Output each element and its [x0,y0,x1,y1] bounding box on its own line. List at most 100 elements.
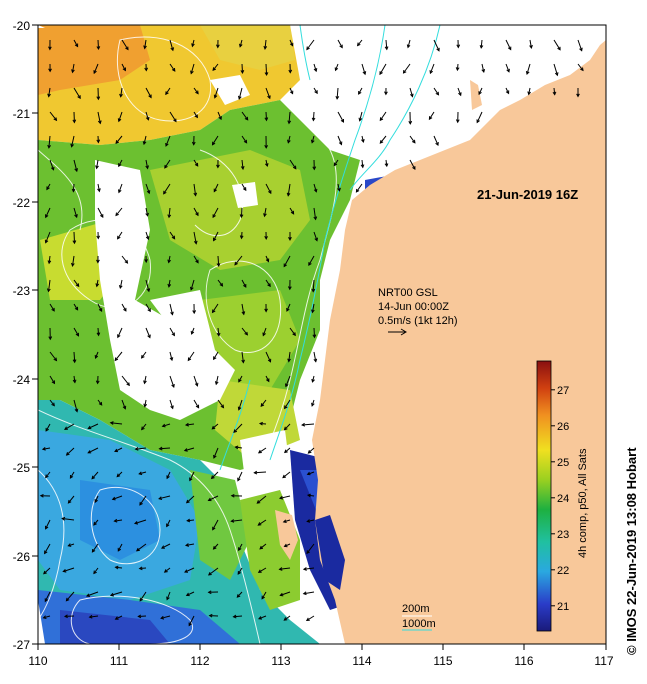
current-arrow-head [236,594,241,598]
current-arrow [166,519,171,527]
current-arrow-head [41,447,46,451]
current-arrow-head [145,236,150,241]
current-arrow [234,255,243,266]
current-arrow-head [435,142,439,147]
current-arrow-head [306,493,311,498]
current-arrow-head [194,382,199,387]
current-arrow-head [65,452,70,456]
current-arrow-head [93,521,97,526]
current-arrow [66,591,75,602]
current-arrow-head [94,354,99,359]
current-arrow-head [47,260,52,265]
current-arrow-head [195,404,200,409]
current-arrow-head [529,44,533,50]
current-arrow [208,567,219,576]
current-arrow-head [212,67,216,72]
current-arrow-head [358,117,363,122]
current-arrow [239,39,243,47]
current-arrow [306,39,315,50]
current-arrow [191,39,195,47]
colorbar-tick-label: 25 [557,457,569,469]
current-arrow [63,567,75,572]
current-arrow [73,351,76,363]
current-vectors [39,39,584,627]
x-tick-label: 114 [352,654,371,668]
current-arrow [72,183,75,192]
current-arrow-head [146,288,151,293]
current-arrow [164,567,171,573]
current-arrow [288,111,291,124]
current-arrow-head [171,384,175,388]
current-arrow [433,87,439,96]
current-arrow-head [184,543,190,547]
current-arrow-head [436,47,440,52]
current-arrow-head [190,330,195,335]
current-arrow-head [87,450,92,454]
current-arrow [306,543,315,554]
current-arrow-head [261,595,265,600]
current-arrow [361,159,364,168]
current-arrow [313,207,317,220]
current-arrow-head [263,45,268,50]
current-arrow [121,375,130,386]
current-arrow [162,423,171,427]
current-arrow-head [289,90,294,95]
current-arrow-head [118,163,122,168]
current-arrow-head [237,570,242,575]
current-arrow-head [579,47,583,52]
current-arrow [289,159,297,169]
current-arrow [118,111,123,122]
current-arrow [184,567,195,573]
current-arrow-head [95,380,100,385]
current-arrow [213,447,219,459]
current-arrow-head [61,516,66,521]
colorbar-ticks: 21 22 23 24 25 26 27 [551,385,569,613]
current-arrow [256,495,267,504]
current-arrow [73,303,79,311]
current-arrow [311,303,315,313]
current-arrow-head [406,44,411,49]
current-arrow [279,495,291,499]
current-arrow [117,543,123,552]
current-arrow [287,135,291,143]
current-arrow-head [239,43,243,48]
current-arrow [553,39,561,51]
current-arrow-head [144,67,149,72]
current-arrow [258,567,267,573]
current-arrow [231,519,243,522]
current-arrow [265,111,267,121]
current-arrow [553,87,556,95]
current-arrow-head [362,71,367,76]
current-arrow-head [51,402,55,407]
current-arrow-head [191,141,196,146]
current-arrow [333,159,339,166]
y-tick-label: -22 [13,196,31,210]
current-arrow-head [527,91,531,96]
current-arrow-head [67,543,72,547]
current-arrow-head [163,190,167,195]
current-arrow-head [74,408,79,413]
current-arrow-head [192,310,197,315]
current-arrow-head [134,446,139,451]
current-arrow-head [165,142,169,147]
current-arrow [193,183,197,196]
current-arrow [240,207,243,218]
current-arrow-head [51,380,56,385]
current-arrow-head [339,44,343,49]
current-arrow [117,327,123,338]
current-arrow-head [264,236,268,240]
current-arrow [409,87,413,97]
current-arrow [145,207,149,216]
current-arrow [93,63,99,74]
current-arrow [337,111,344,123]
current-arrow-head [230,493,235,498]
current-arrow [336,87,339,99]
current-arrow [120,87,123,97]
current-arrow [186,495,195,504]
current-arrow-head [45,214,49,219]
current-arrow-head [96,332,101,337]
current-arrow-head [238,547,242,552]
current-arrow-head [72,359,77,364]
current-arrow-head [194,114,198,119]
current-arrow-head [264,308,268,313]
